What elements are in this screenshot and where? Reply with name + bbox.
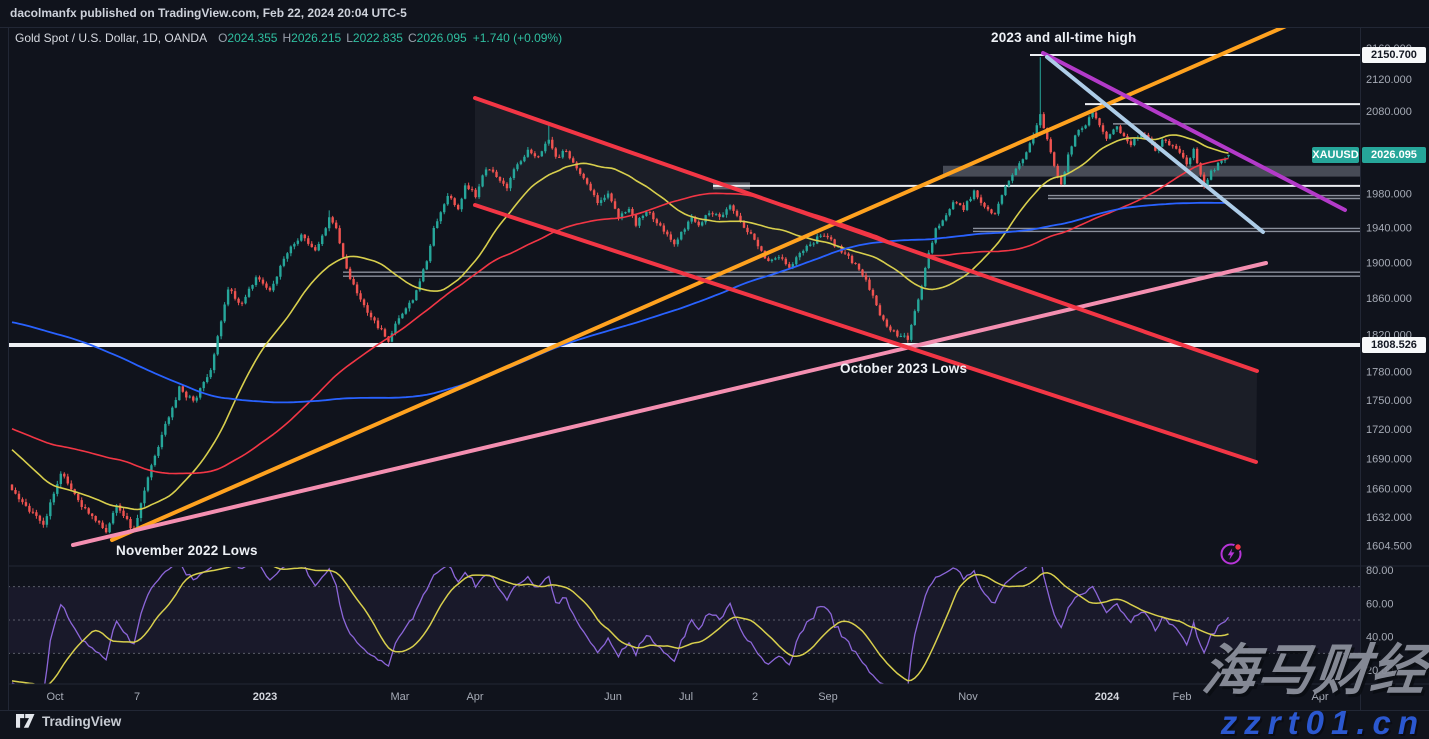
descending-purple[interactable] (1041, 51, 1347, 212)
supply-zone-band[interactable] (943, 165, 1360, 177)
time-axis-tick: Oct (46, 691, 63, 703)
time-axis-tick: Jun (604, 691, 622, 703)
price-axis[interactable]: 2160.0002120.0002080.0001980.0001940.000… (1366, 43, 1412, 553)
time-axis-tick: Apr (1311, 691, 1328, 703)
descending-lightblue[interactable] (1045, 55, 1265, 234)
price-axis-tick: 1780.000 (1366, 367, 1412, 379)
price-label-ath: 2150.700 (1362, 47, 1426, 63)
tradingview-logo[interactable]: TradingView (16, 713, 121, 729)
symbol-title: Gold Spot / U.S. Dollar, 1D, OANDA (15, 31, 208, 45)
sma-fast-line[interactable] (11, 134, 1229, 511)
chart-annotation[interactable]: 2023 and all-time high (991, 30, 1137, 45)
flash-ideas-icon[interactable] (1218, 541, 1244, 567)
ohlc-value: 2026.095 (416, 31, 467, 45)
rsi-pane[interactable] (8, 552, 1360, 694)
time-axis-tick: Apr (466, 691, 483, 703)
price-axis-tick: 1900.000 (1366, 257, 1412, 269)
channel-top[interactable] (473, 96, 1259, 373)
price-axis-tick: 1860.000 (1366, 293, 1412, 305)
symbol-legend[interactable]: Gold Spot / U.S. Dollar, 1D, OANDA O2024.… (15, 31, 562, 45)
horizontal-levels[interactable] (8, 54, 1360, 348)
price-axis-tick: 1720.000 (1366, 424, 1412, 436)
rsi-line (11, 567, 1230, 684)
rsi-axis-tick: 80.00 (1366, 565, 1394, 577)
ticker-tag: XAUUSD (1312, 146, 1359, 163)
time-axis-tick: Nov (958, 691, 978, 703)
time-axis-tick: Jul (679, 691, 693, 703)
price-axis-tick: 1632.000 (1366, 512, 1412, 524)
ascending-pink[interactable] (71, 261, 1268, 547)
rsi-axis[interactable]: 80.00 60.00 40.00 20.00 (1366, 565, 1394, 677)
sma-slow-line[interactable] (11, 201, 1229, 404)
time-axis-tick: 7 (134, 691, 140, 703)
time-axis[interactable]: Oct 7 2023 Mar Apr Jun Jul 2 Sep Nov 2024 Feb Apr (46, 691, 1328, 703)
watermark-cn: 海马财经 (1199, 639, 1429, 701)
time-axis-tick: 2024 (1095, 691, 1120, 703)
ohlc-values: O2024.355 H2026.215 L2022.835 C2026.095 +1.7… (213, 31, 562, 45)
ohlc-value: 2026.215 (291, 31, 342, 45)
chart-annotation[interactable]: October 2023 Lows (840, 361, 968, 376)
rsi-axis-tick: 60.00 (1366, 598, 1394, 610)
watermark-url: zzrt01.cn (1220, 704, 1425, 739)
main-pane[interactable] (8, 0, 1360, 547)
price-axis-tick: 1690.000 (1366, 454, 1412, 466)
sma-mid-line[interactable] (11, 157, 1229, 475)
price-axis-tick: 2120.000 (1366, 74, 1412, 86)
ohlc-value: 2022.835 (352, 31, 403, 45)
tradingview-brand-text: TradingView (42, 713, 122, 729)
axes-layer (0, 27, 1429, 711)
price-axis-tick: 1980.000 (1366, 188, 1412, 200)
ascending-orange[interactable] (110, 0, 1350, 542)
rsi-axis-tick: 20.00 (1366, 665, 1394, 677)
ohlc-key: O (218, 31, 228, 45)
price-label-support: 1808.526 (1362, 337, 1426, 354)
ohlc-key: L (346, 31, 353, 45)
publish-info: dacolmanfx published on TradingView.com,… (10, 6, 407, 20)
price-axis-tick: 1604.500 (1366, 540, 1412, 552)
channel-bottom[interactable] (473, 203, 1258, 464)
ohlc-key: C (407, 31, 417, 45)
ohlc-key: H (282, 31, 292, 45)
price-label-last: 2026.095 (1362, 146, 1426, 163)
chart-annotation[interactable]: November 2022 Lows (116, 543, 258, 558)
trendlines-layer[interactable] (71, 0, 1350, 547)
time-axis-tick: 2 (752, 691, 758, 703)
price-axis-tick: 1660.000 (1366, 483, 1412, 495)
price-axis-tick: 1750.000 (1366, 395, 1412, 407)
rsi-axis-tick: 40.00 (1366, 632, 1394, 644)
ohlc-value: 2024.355 (227, 31, 278, 45)
price-axis-tick: 1940.000 (1366, 223, 1412, 235)
time-axis-tick: Mar (391, 691, 410, 703)
rsi-ma-line (11, 567, 1229, 684)
tradingview-mark-icon (16, 714, 35, 728)
time-axis-tick: 2023 (253, 691, 277, 703)
time-axis-tick: Feb (1173, 691, 1192, 703)
change-value: +1.740 (+0.09%) (472, 31, 563, 45)
time-axis-tick: Sep (818, 691, 838, 703)
price-axis-tick: 2080.000 (1366, 106, 1412, 118)
